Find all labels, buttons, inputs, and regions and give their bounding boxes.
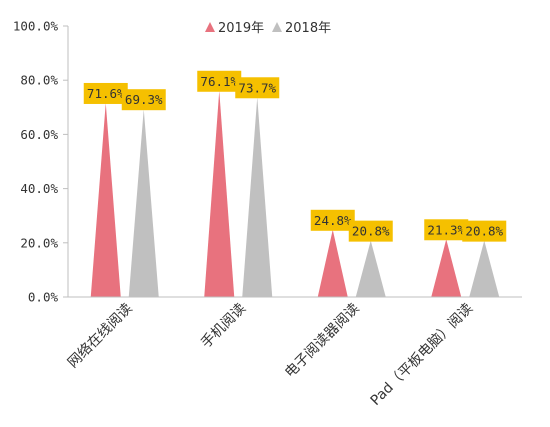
data-label-1-3: 20.8% bbox=[462, 220, 507, 242]
data-label-box bbox=[235, 77, 280, 99]
data-label-box bbox=[121, 89, 166, 111]
bar-2018-0 bbox=[128, 109, 159, 298]
legend: 2019年 2018年 bbox=[205, 21, 331, 36]
data-label-text: 71.6% bbox=[87, 86, 125, 101]
data-label-box bbox=[197, 70, 242, 92]
y-tick-label: 60.0% bbox=[20, 127, 58, 142]
legend-label-1: 2018年 bbox=[285, 21, 331, 36]
legend-marker-1 bbox=[272, 22, 282, 32]
data-label-1-1: 73.7% bbox=[235, 77, 280, 99]
data-label-text: 24.8% bbox=[314, 213, 352, 228]
legend-label-0: 2019年 bbox=[218, 21, 264, 36]
data-label-0-0: 71.6% bbox=[83, 82, 128, 104]
data-label-text: 69.3% bbox=[125, 92, 163, 107]
bar-2018-1 bbox=[242, 97, 273, 297]
bar-2019-1 bbox=[204, 90, 235, 297]
bar-2019-2 bbox=[317, 229, 348, 297]
data-label-box bbox=[310, 209, 355, 231]
bar-2018-3 bbox=[469, 240, 500, 297]
data-label-1-2: 20.8% bbox=[348, 220, 393, 242]
y-tick-label: 40.0% bbox=[20, 181, 58, 196]
y-tick-label: 20.0% bbox=[20, 235, 58, 250]
chart-marks bbox=[90, 90, 500, 298]
bar-2019-0 bbox=[90, 102, 121, 298]
data-label-0-2: 24.8% bbox=[310, 209, 355, 231]
data-label-box bbox=[424, 219, 469, 241]
x-category-label: 网络在线阅读 bbox=[64, 300, 135, 371]
data-labels: 71.6% 69.3%76.1% 73.7%24.8%20.8% 21.3% 20.8% bbox=[83, 70, 507, 242]
x-category-label: 手机阅读 bbox=[197, 300, 249, 352]
x-category-label: 电子阅读器阅读 bbox=[281, 300, 362, 381]
y-tick-label: 80.0% bbox=[20, 73, 58, 88]
data-label-1-0: 69.3% bbox=[121, 89, 166, 111]
data-label-box bbox=[462, 220, 507, 242]
bar-2019-3 bbox=[431, 239, 462, 297]
y-axis: 0.0% 20.0% 40.0% 60.0% 80.0% 100.0% bbox=[13, 19, 69, 305]
data-label-text: 20.8% bbox=[352, 224, 390, 239]
bar-2018-2 bbox=[355, 240, 386, 297]
y-tick-label: 0.0% bbox=[28, 290, 59, 305]
x-category-label: Pad（平板电脑）阅读 bbox=[367, 300, 476, 409]
legend-marker-0 bbox=[205, 22, 215, 32]
data-label-text: 73.7% bbox=[238, 80, 276, 95]
data-label-text: 21.3% bbox=[427, 222, 465, 237]
data-label-text: 76.1% bbox=[200, 74, 238, 89]
data-label-0-3: 21.3% bbox=[424, 219, 469, 241]
data-label-text: 20.8% bbox=[465, 224, 503, 239]
x-axis: 网络在线阅读 手机阅读 电子阅读器阅读 Pad（平板电脑）阅读 bbox=[64, 296, 522, 409]
data-label-0-1: 76.1% bbox=[197, 70, 242, 92]
y-tick-label: 100.0% bbox=[13, 19, 59, 34]
data-label-box bbox=[83, 82, 128, 104]
data-label-box bbox=[348, 220, 393, 242]
